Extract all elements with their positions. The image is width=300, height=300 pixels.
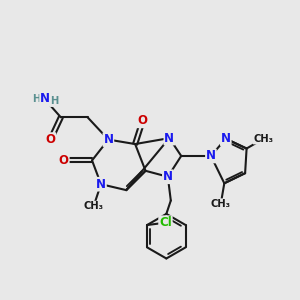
Text: H: H <box>32 94 40 104</box>
Text: O: O <box>59 154 69 167</box>
Text: N: N <box>206 149 216 162</box>
Text: N: N <box>163 170 173 183</box>
Text: N: N <box>164 132 174 145</box>
Text: CH₃: CH₃ <box>83 202 103 212</box>
Text: Cl: Cl <box>159 216 172 229</box>
Text: N: N <box>96 178 106 191</box>
Text: CH₃: CH₃ <box>254 134 274 144</box>
Text: N: N <box>40 92 50 105</box>
Text: O: O <box>138 114 148 128</box>
Text: N: N <box>221 132 231 145</box>
Text: CH₃: CH₃ <box>211 199 231 209</box>
Text: H: H <box>50 96 58 106</box>
Text: O: O <box>45 133 56 146</box>
Text: N: N <box>103 133 113 146</box>
